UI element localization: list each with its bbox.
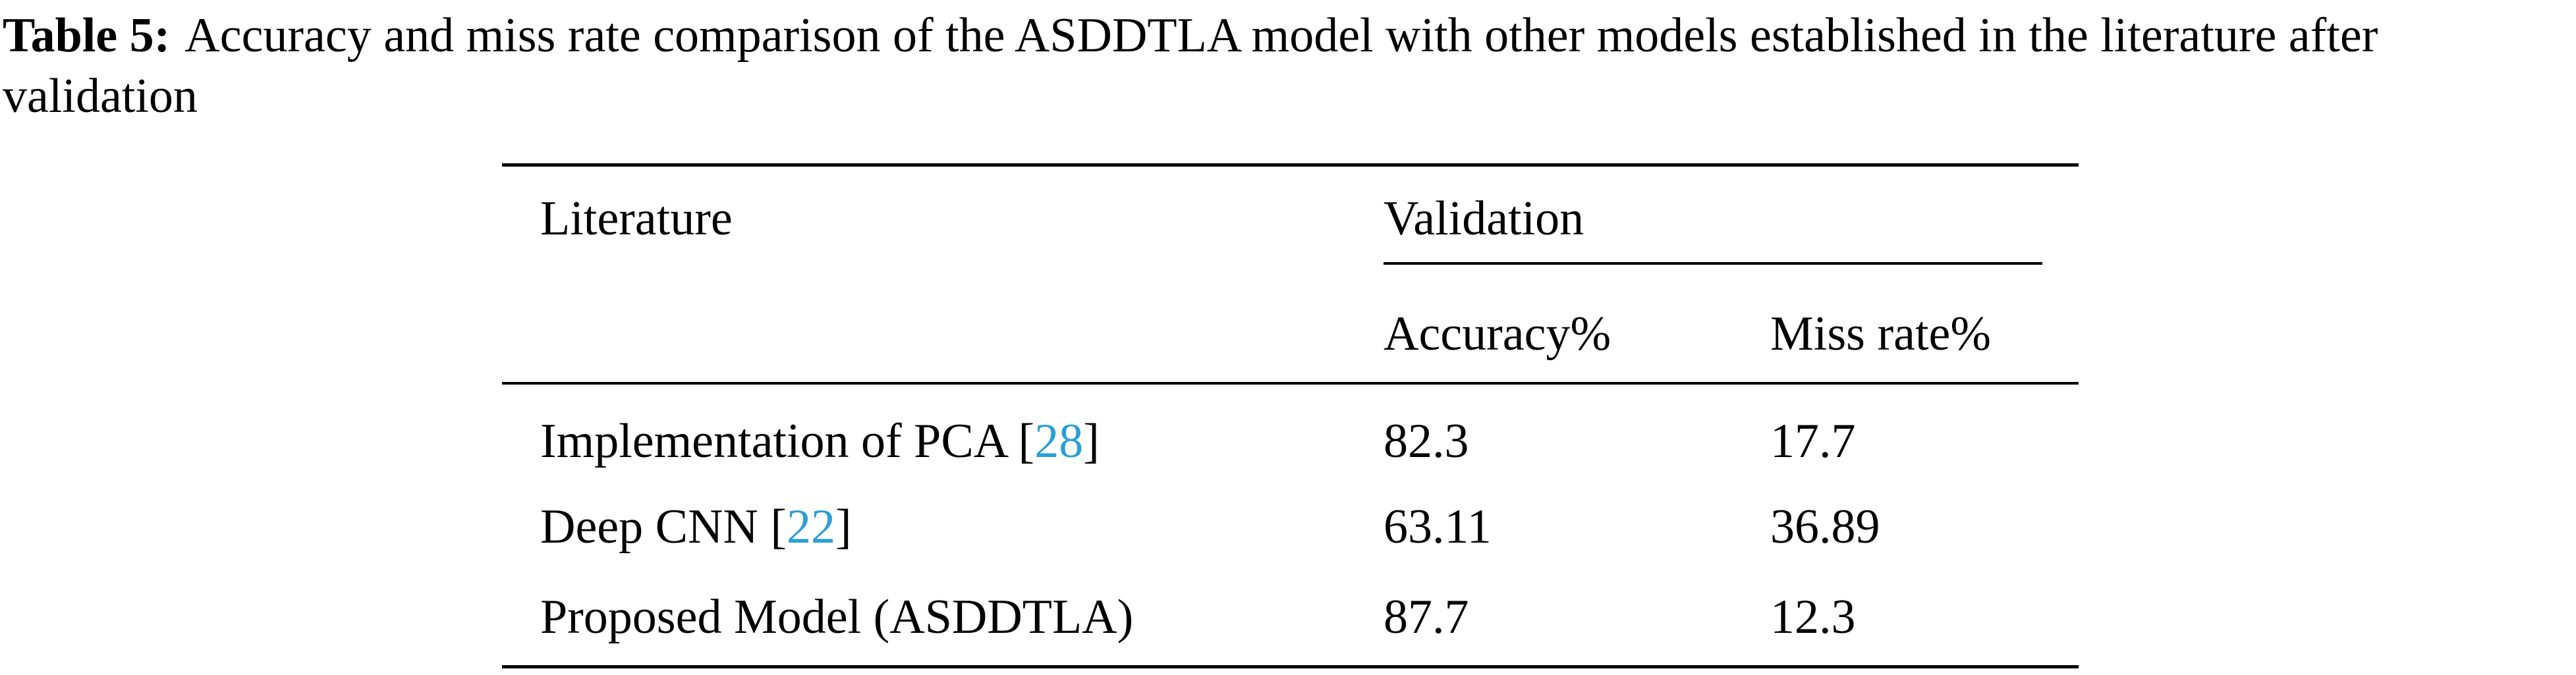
citation: 28 bbox=[1034, 414, 1084, 468]
top-rule bbox=[502, 163, 2079, 167]
cell-value: 87.7 bbox=[1384, 590, 1469, 644]
mid-rule bbox=[502, 382, 2079, 385]
header-group: Validation bbox=[1384, 192, 1584, 246]
header-literature: Literature bbox=[540, 192, 733, 246]
cell-value: 63.11 bbox=[1384, 500, 1492, 554]
header-column: Accuracy% bbox=[1384, 307, 1611, 361]
header-column: Miss rate% bbox=[1770, 307, 1991, 361]
row-label-text: ] bbox=[835, 500, 852, 554]
row-label: Implementation of PCA [28] bbox=[540, 417, 1100, 466]
bottom-rule bbox=[502, 665, 2079, 668]
caption: Table 5: Accuracy and miss rate compariso… bbox=[3, 5, 2572, 126]
citation: 22 bbox=[787, 500, 836, 554]
row-label-text: Deep CNN [ bbox=[540, 500, 787, 554]
cell-value: 12.3 bbox=[1770, 590, 1856, 644]
row-label-text: Implementation of PCA [ bbox=[540, 414, 1035, 468]
caption-text: Accuracy and miss rate comparison of the… bbox=[3, 9, 2378, 123]
row-label-text: Proposed Model (ASDDTLA) bbox=[540, 590, 1134, 644]
cell-value: 17.7 bbox=[1770, 414, 1856, 468]
group-rule bbox=[1384, 262, 2042, 265]
caption-label: Table 5: bbox=[3, 9, 171, 63]
row-label-text: ] bbox=[1083, 414, 1100, 468]
cell-value: 82.3 bbox=[1384, 414, 1469, 468]
row-label: Deep CNN [22] bbox=[540, 502, 852, 551]
cell-value: 36.89 bbox=[1770, 500, 1880, 554]
row-label: Proposed Model (ASDDTLA) bbox=[540, 593, 1133, 641]
